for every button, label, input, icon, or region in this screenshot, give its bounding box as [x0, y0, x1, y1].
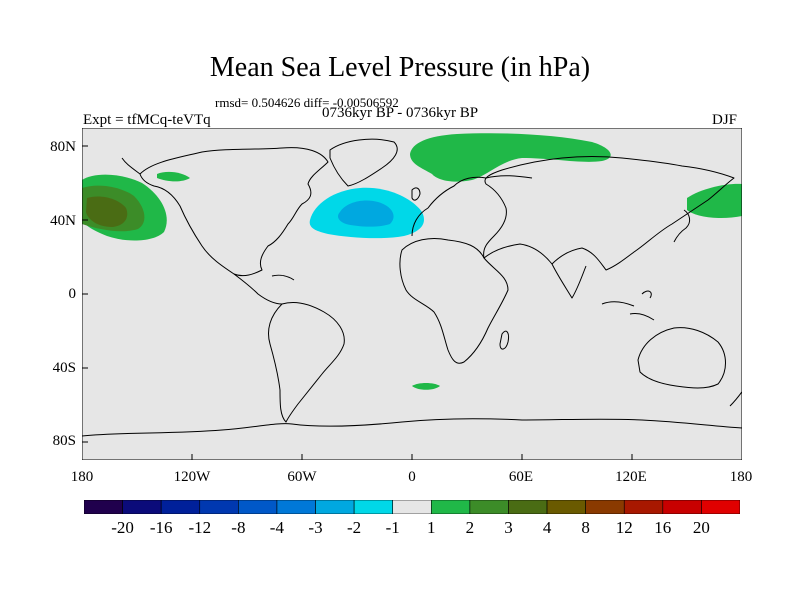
colorbar-tick-label: -2	[347, 518, 362, 537]
antarctica-outline	[82, 418, 742, 437]
north-america-outline	[139, 147, 329, 277]
colorbar-box	[122, 500, 162, 514]
colorbar-tick-label: -1	[385, 518, 400, 537]
map-title: Mean Sea Level Pressure (in hPa)	[209, 52, 591, 83]
lon-label-120e: 120E	[615, 469, 647, 485]
colorbar-box	[238, 500, 278, 514]
period-label: 0736kyr BP - 0736kyr BP	[322, 105, 479, 121]
colorbar-tick-label: -20	[111, 518, 134, 537]
lat-label-0: 0	[68, 286, 77, 302]
positive-anomaly-arctic	[410, 133, 611, 182]
lat-label-40s: 40S	[52, 360, 76, 376]
lon-label-60e: 60E	[508, 469, 534, 485]
colorbar-box	[160, 500, 201, 514]
pressure-anomaly-shading	[82, 133, 742, 390]
lon-label-180w: 180	[70, 469, 94, 485]
colorbar-tick-label: -4	[269, 518, 284, 537]
positive-anomaly-asia-pacific	[687, 183, 742, 218]
new-zealand-outline	[729, 390, 742, 407]
japan-outline	[673, 209, 691, 243]
central-america-outline	[233, 273, 283, 305]
africa-outline	[399, 237, 509, 364]
colorbar-box	[623, 500, 664, 514]
colorbar-box	[430, 500, 471, 514]
greenland-outline	[329, 138, 398, 187]
lon-label-180e: 180	[729, 469, 753, 485]
colorbar-box	[662, 500, 702, 514]
south-america-outline	[268, 301, 345, 423]
lon-label-120w: 120W	[173, 469, 211, 485]
experiment-label: Expt = tfMCq-teVTq	[83, 112, 211, 128]
alaska-outline	[121, 157, 141, 175]
colorbar-box	[469, 500, 509, 514]
caribbean-outline	[271, 274, 295, 281]
colorbar-tick-label: 8	[581, 518, 590, 537]
lon-label-60w: 60W	[287, 469, 317, 485]
positive-anomaly-north-pacific-tail	[157, 171, 190, 182]
colorbar-box	[315, 500, 355, 514]
australia-outline	[637, 327, 726, 389]
colorbar-boxes	[84, 500, 740, 514]
colorbar-box	[546, 500, 586, 514]
colorbar-tick-label: -8	[231, 518, 246, 537]
europe-outline	[411, 175, 533, 237]
asia-outline	[483, 156, 735, 271]
colorbar	[84, 500, 740, 514]
colorbar-box	[199, 500, 239, 514]
colorbar-tick-label: 12	[615, 518, 633, 537]
colorbar-tick-label: -16	[149, 518, 173, 537]
positive-anomaly-southern-ocean	[412, 383, 440, 390]
uk-outline	[411, 187, 421, 201]
colorbar-tick-label: 20	[692, 518, 710, 537]
colorbar-box	[392, 500, 432, 514]
colorbar-box	[508, 500, 548, 514]
colorbar-tick-label: -3	[308, 518, 323, 537]
lat-label-40n: 40N	[50, 213, 76, 229]
lat-label-80n: 80N	[50, 139, 76, 155]
southeast-asia-islands-outline	[601, 290, 655, 321]
colorbar-box	[701, 500, 740, 514]
colorbar-tick-label: 4	[542, 518, 552, 537]
madagascar-outline	[499, 330, 509, 350]
colorbar-tick-label: 3	[504, 518, 513, 537]
map-background	[82, 128, 742, 460]
coastlines	[82, 138, 742, 437]
colorbar-tick-label: 16	[654, 518, 672, 537]
lat-label-80s: 80S	[52, 433, 76, 449]
positive-anomaly-north-pacific-core-3	[86, 196, 128, 227]
lon-label-0: 0	[408, 469, 416, 485]
colorbar-tick-label: 1	[427, 518, 436, 537]
india-outline	[551, 263, 587, 299]
map-ticks	[82, 145, 633, 460]
colorbar-box	[276, 500, 316, 514]
colorbar-tick-label: -12	[188, 518, 212, 537]
negative-anomaly-north-atlantic-core	[338, 200, 394, 227]
colorbar-box	[585, 500, 625, 514]
colorbar-tick-label: 2	[465, 518, 475, 537]
world-map	[82, 128, 742, 460]
season-label: DJF	[712, 112, 738, 128]
stats-text: rmsd= 0.504626 diff= -0.00506592	[215, 95, 399, 110]
colorbar-box	[353, 500, 394, 514]
colorbar-box	[84, 500, 123, 514]
